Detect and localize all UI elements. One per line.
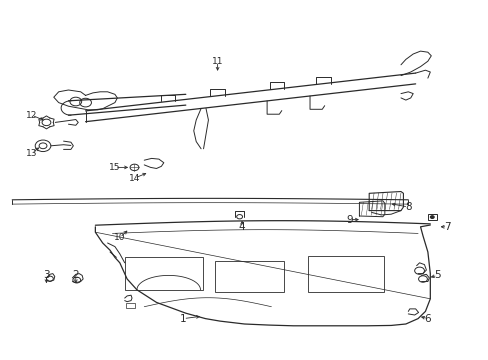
Text: 1: 1: [180, 314, 186, 324]
Text: 9: 9: [346, 215, 352, 225]
Text: 3: 3: [43, 270, 50, 280]
Text: 12: 12: [26, 111, 38, 120]
Bar: [427, 214, 436, 220]
Text: 5: 5: [433, 270, 440, 280]
Text: 13: 13: [26, 149, 38, 158]
Text: 2: 2: [72, 270, 79, 280]
Circle shape: [429, 216, 433, 219]
Bar: [124, 257, 203, 290]
Bar: [307, 256, 383, 292]
Text: 14: 14: [128, 174, 140, 183]
Circle shape: [42, 119, 51, 126]
Text: 6: 6: [424, 314, 430, 324]
Circle shape: [39, 143, 47, 149]
Text: 15: 15: [109, 163, 121, 172]
Text: 7: 7: [443, 222, 450, 232]
Bar: [215, 261, 283, 292]
Text: 8: 8: [404, 202, 411, 212]
Text: 10: 10: [114, 233, 125, 242]
Bar: [126, 303, 135, 308]
Text: 11: 11: [211, 57, 223, 66]
Text: 4: 4: [238, 222, 245, 232]
